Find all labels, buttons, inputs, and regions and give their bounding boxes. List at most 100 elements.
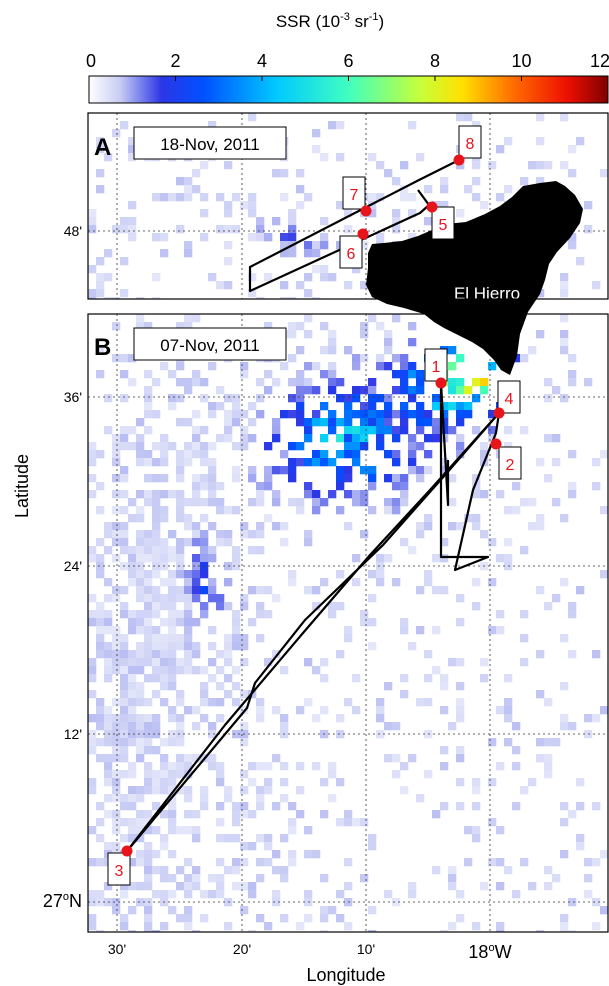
ssr-pixel [120,714,129,723]
ssr-pixel [264,322,273,331]
ssr-pixel [600,450,608,459]
ssr-pixel [136,690,145,699]
ssr-pixel [104,722,113,731]
ssr-pixel [352,394,361,403]
ssr-pixel [232,858,241,867]
ssr-pixel [296,922,305,931]
ssr-pixel [488,161,497,170]
ssr-pixel [560,850,569,859]
ssr-pixel [296,498,305,507]
ssr-pixel [144,394,153,403]
ssr-pixel [112,297,121,299]
ssr-pixel [192,650,201,659]
ssr-pixel [208,458,217,467]
ssr-pixel [152,666,161,675]
ssr-pixel [488,578,497,587]
ssr-pixel [224,281,233,290]
ssr-pixel [192,410,201,419]
ssr-pixel [392,354,401,363]
ssr-pixel [160,754,169,763]
ssr-pixel [144,874,153,883]
ssr-pixel [152,554,161,563]
ssr-pixel [216,698,225,707]
ssr-pixel [200,530,209,539]
ssr-pixel [360,498,369,507]
ssr-pixel [200,426,209,435]
ssr-pixel [216,538,225,547]
ssr-pixel [136,722,145,731]
ssr-pixel [144,786,153,795]
ssr-pixel [272,498,281,507]
ssr-pixel [216,482,225,491]
ssr-pixel [184,594,193,603]
ssr-pixel [528,522,537,531]
ssr-pixel [120,394,129,403]
ssr-pixel [280,450,289,459]
ssr-pixel [312,129,321,138]
ssr-pixel [328,330,337,339]
ssr-pixel [112,842,121,851]
ssr-pixel [112,722,121,731]
ssr-pixel [520,786,529,795]
ssr-pixel [272,217,281,226]
ssr-pixel [256,610,265,619]
station-label-box [458,125,482,159]
ssr-pixel [568,722,577,731]
ssr-pixel [392,458,401,467]
ssr-pixel [496,922,505,931]
ssr-pixel [368,386,377,395]
station-marker [490,438,502,450]
ssr-pixel [240,738,249,747]
ssr-pixel [232,634,241,643]
ssr-pixel [176,586,185,595]
ssr-pixel [152,690,161,699]
ssr-pixel [144,810,153,819]
ssr-pixel [160,233,169,242]
ssr-pixel [296,418,305,427]
ssr-pixel [520,658,529,667]
ssr-pixel [200,570,209,579]
ssr-pixel [320,578,329,587]
ssr-pixel [272,754,281,763]
ssr-pixel [480,674,489,683]
ssr-pixel [208,674,217,683]
ssr-pixel [112,666,121,675]
ssr-pixel [152,530,161,539]
ssr-pixel [120,538,129,547]
ssr-pixel [168,890,177,899]
ssr-pixel [88,458,97,467]
ssr-pixel [432,418,441,427]
ssr-pixel [144,546,153,555]
ssr-pixel [176,193,185,202]
ssr-pixel [208,698,217,707]
ssr-pixel [536,330,545,339]
ssr-pixel [416,378,425,387]
ssr-pixel [112,642,121,651]
x-tick-18w: 18oW [468,942,511,962]
ssr-pixel [272,418,281,427]
ssr-pixel [216,281,225,290]
ssr-pixel [184,754,193,763]
ssr-pixel [224,922,233,931]
ssr-pixel [112,354,121,363]
ssr-pixel [544,434,553,443]
ssr-pixel [504,698,513,707]
ssr-pixel [224,538,233,547]
ssr-pixel [208,402,217,411]
ssr-pixel [216,666,225,675]
ssr-pixel [96,858,105,867]
ssr-pixel [160,778,169,787]
ssr-pixel [472,834,481,843]
ssr-pixel [408,458,417,467]
ssr-pixel [560,578,569,587]
ssr-pixel [112,538,121,547]
ssr-pixel [288,578,297,587]
colorbar-tick-label: 10 [511,51,531,71]
ssr-pixel [136,618,145,627]
ssr-pixel [184,786,193,795]
ssr-pixel [504,506,513,515]
ssr-pixel [488,738,497,747]
ssr-pixel [384,890,393,899]
ssr-pixel [208,474,217,483]
ssr-pixel [344,474,353,483]
